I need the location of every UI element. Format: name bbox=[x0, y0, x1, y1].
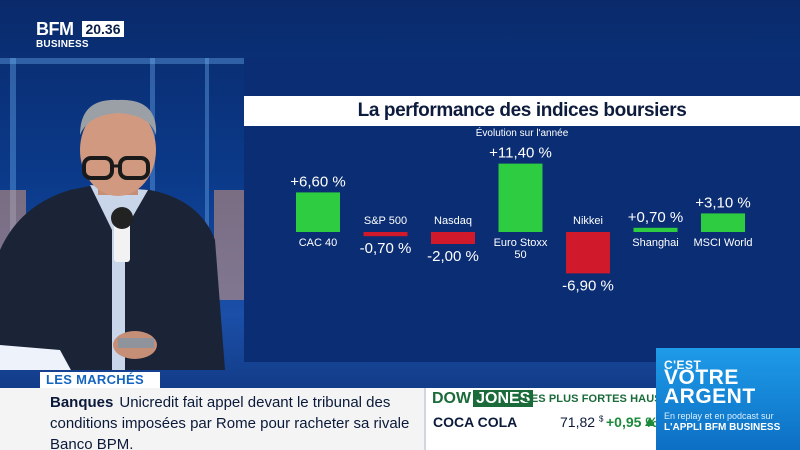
value-label-5: +0,70 % bbox=[628, 209, 683, 226]
category-label-3-line-1: 50 bbox=[514, 249, 526, 261]
presenter-image bbox=[0, 0, 260, 370]
logo-bfm: BFM bbox=[36, 19, 74, 39]
promo-box: C'EST VOTRE ARGENT En replay et en podca… bbox=[656, 348, 800, 450]
category-label-5: Shanghai bbox=[632, 237, 679, 249]
promo-line-3: En replay et en podcast sur bbox=[664, 411, 774, 421]
stock-currency: $ bbox=[598, 414, 604, 424]
promo-line-1: C'EST bbox=[664, 358, 702, 372]
value-label-0: +6,60 % bbox=[290, 173, 345, 190]
stock-name: COCA COLA bbox=[433, 414, 518, 430]
stock-price-value: 71,82 bbox=[560, 414, 596, 430]
bar-5 bbox=[633, 227, 678, 232]
category-label-0: CAC 40 bbox=[299, 237, 338, 249]
bar-6 bbox=[701, 213, 745, 232]
bar-4 bbox=[566, 232, 610, 274]
chart-subtitle: Évolution sur l'année bbox=[475, 128, 569, 139]
news-category: Banques bbox=[50, 394, 114, 411]
stock-price: 71,82 $ bbox=[560, 414, 603, 430]
category-label-3-line-0: Euro Stoxx bbox=[494, 237, 548, 249]
promo-title: VOTRE ARGENT bbox=[664, 366, 756, 408]
category-label-1: S&P 500 bbox=[364, 215, 407, 227]
value-label-4: -6,90 % bbox=[562, 277, 614, 294]
clock: 20.36 bbox=[82, 21, 124, 37]
category-label-4: Nikkei bbox=[573, 215, 603, 227]
market-movers-label: LES PLUS FORTES HAUSSES bbox=[524, 393, 684, 405]
news-headline-text: Unicredit fait appel devant le tribunal … bbox=[50, 394, 410, 450]
market-panel bbox=[424, 388, 656, 450]
chart-panel: La performance des indices boursiers Évo… bbox=[244, 58, 800, 362]
promo-title-line-2: ARGENT bbox=[664, 385, 756, 408]
bar-1 bbox=[363, 232, 408, 237]
logo-business: BUSINESS bbox=[36, 39, 89, 50]
chart-title-band: La performance des indices boursiers bbox=[244, 96, 800, 126]
news-headline: Banques Unicredit fait appel devant le tr… bbox=[50, 392, 420, 450]
promo-line-4: L'APPLI BFM BUSINESS bbox=[664, 422, 781, 433]
news-bar bbox=[0, 388, 424, 450]
section-tag: LES MARCHÉS bbox=[40, 372, 160, 388]
stock-change: +0,95 % bbox=[606, 414, 658, 430]
bar-chart: +6,60 % CAC 40 -0,70 % S&P 500 -2,00 % Nasdaq… bbox=[290, 145, 752, 295]
bar-0 bbox=[296, 192, 340, 232]
category-label-2: Nasdaq bbox=[434, 215, 472, 227]
chart-title: La performance des indices boursiers bbox=[357, 100, 687, 121]
category-label-6: MSCI World bbox=[693, 237, 752, 249]
index-dow: DOW bbox=[432, 390, 472, 407]
market-index-label: DOW JONES bbox=[432, 390, 534, 408]
index-jones: JONES bbox=[473, 390, 534, 407]
up-arrow-icon bbox=[645, 417, 655, 426]
value-label-6: +3,10 % bbox=[695, 194, 750, 211]
value-label-1: -0,70 % bbox=[360, 240, 412, 257]
bar-2 bbox=[431, 232, 475, 244]
value-label-2: -2,00 % bbox=[427, 248, 479, 265]
promo-title-line-1: VOTRE bbox=[664, 366, 739, 389]
value-label-3: +11,40 % bbox=[489, 145, 552, 162]
bar-3 bbox=[498, 163, 543, 232]
channel-logo: BFM BUSINESS bbox=[36, 19, 89, 50]
